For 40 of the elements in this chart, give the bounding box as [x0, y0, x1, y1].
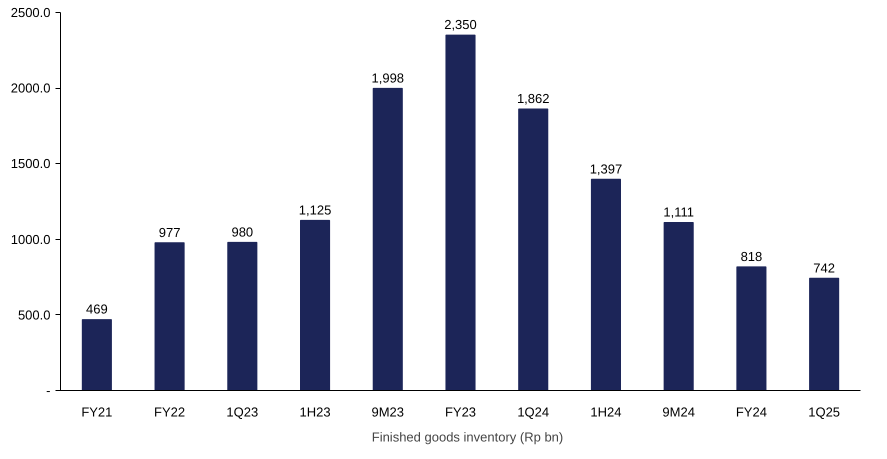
data-label: 2,350 — [444, 17, 477, 32]
y-tick-label: 1000.0 — [10, 232, 51, 247]
bar — [227, 242, 258, 390]
x-tick-label: FY22 — [154, 404, 186, 420]
x-tick-label: FY21 — [81, 404, 112, 420]
bar — [809, 278, 840, 390]
y-tick-label: 1500.0 — [10, 156, 51, 172]
bar — [590, 178, 621, 390]
y-tick-label: 2000.0 — [10, 80, 51, 96]
y-tick-label: 2500.0 — [10, 5, 51, 20]
x-tick-label: 1Q25 — [808, 404, 840, 420]
bar — [372, 88, 403, 390]
data-label: 742 — [813, 260, 835, 276]
x-tick-label: FY23 — [444, 404, 476, 420]
x-tick-label: 9M23 — [372, 404, 404, 420]
data-label: 980 — [231, 224, 254, 240]
text: Finished goods inventory (Rp bn) — [372, 430, 564, 444]
x-tick-label: 1Q24 — [517, 404, 550, 420]
bar — [518, 108, 548, 390]
bar — [445, 34, 476, 390]
bar — [300, 220, 330, 390]
data-label: 469 — [86, 302, 108, 317]
y-tick-label: 500.0 — [18, 307, 51, 322]
data-label: 1,125 — [298, 202, 332, 218]
bar — [154, 242, 185, 390]
x-tick-label: 1H24 — [590, 404, 622, 420]
bar — [664, 222, 694, 390]
data-label: 1,998 — [372, 70, 404, 86]
data-label: 1,111 — [663, 204, 694, 220]
data-label: 1,862 — [516, 90, 550, 106]
data-label: 977 — [158, 224, 180, 240]
y-tick-label: - — [46, 383, 51, 398]
x-tick-label: 1H23 — [300, 404, 331, 420]
data-label: 1,397 — [590, 161, 622, 176]
x-tick-label: 9M24 — [662, 404, 695, 420]
x-tick-label: 1Q23 — [226, 404, 258, 420]
bar — [736, 266, 766, 390]
bar — [82, 319, 112, 390]
data-label: 818 — [740, 248, 762, 264]
x-tick-label: FY24 — [736, 404, 767, 420]
